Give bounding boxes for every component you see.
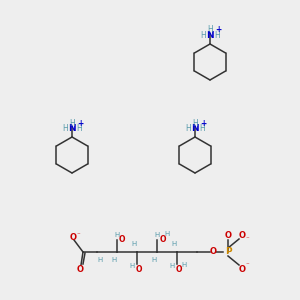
Text: O: O <box>238 265 245 274</box>
Text: H: H <box>199 124 205 133</box>
Text: H: H <box>207 26 213 34</box>
Text: H: H <box>192 118 198 127</box>
Text: H: H <box>164 231 169 237</box>
Text: H: H <box>111 257 117 263</box>
Text: N: N <box>68 124 76 133</box>
Text: H: H <box>76 124 82 133</box>
Text: H: H <box>200 31 206 40</box>
Text: +: + <box>215 26 221 34</box>
Text: N: N <box>191 124 199 133</box>
Text: H: H <box>69 118 75 127</box>
Text: +: + <box>77 118 83 127</box>
Text: O: O <box>224 230 232 239</box>
Text: ⁻: ⁻ <box>245 262 249 268</box>
Text: O: O <box>238 232 245 241</box>
Text: H: H <box>129 263 135 269</box>
Text: ⁻: ⁻ <box>76 232 80 238</box>
Text: H: H <box>154 232 160 238</box>
Text: H: H <box>114 232 120 238</box>
Text: O: O <box>76 265 83 274</box>
Text: N: N <box>206 31 214 40</box>
Text: O: O <box>209 248 217 256</box>
Text: H: H <box>98 257 103 263</box>
Text: H: H <box>169 263 175 269</box>
Text: H: H <box>214 31 220 40</box>
Text: H: H <box>152 257 157 263</box>
Text: O: O <box>160 235 166 244</box>
Text: H: H <box>131 241 136 247</box>
Text: O: O <box>70 233 76 242</box>
Text: H: H <box>171 241 177 247</box>
Text: H: H <box>185 124 191 133</box>
Text: P: P <box>225 248 231 256</box>
Text: H: H <box>62 124 68 133</box>
Text: H: H <box>182 262 187 268</box>
Text: O: O <box>176 265 182 274</box>
Text: ⁻: ⁻ <box>245 236 249 242</box>
Text: O: O <box>136 265 142 274</box>
Text: +: + <box>200 118 206 127</box>
Text: O: O <box>119 235 125 244</box>
